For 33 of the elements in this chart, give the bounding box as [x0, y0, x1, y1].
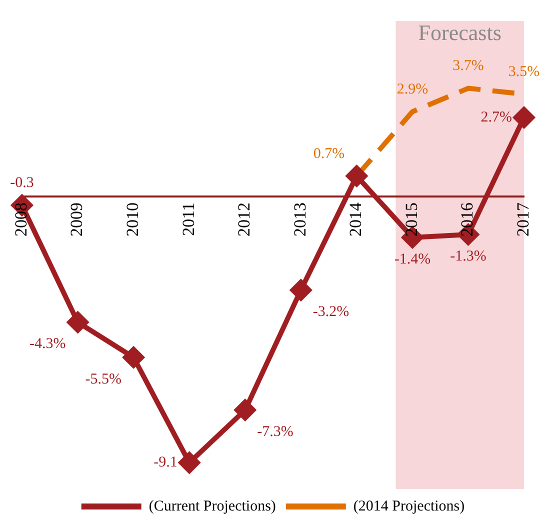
x-tick-label: 2014	[346, 202, 366, 236]
data-label: -0.3	[10, 175, 34, 192]
point	[346, 166, 368, 187]
x-tick-label: 2009	[67, 202, 86, 236]
data-label: 2.7%	[480, 109, 512, 126]
x-tick-label: 2008	[11, 202, 30, 236]
point	[290, 280, 312, 301]
data-label: 3.7%	[452, 58, 484, 74]
point	[123, 346, 144, 368]
data-label: -4.3%	[30, 336, 66, 352]
data-label: -1.4%	[394, 251, 431, 268]
x-tick-label: 2013	[290, 202, 310, 236]
x-tick-label: 2011	[178, 202, 198, 236]
point	[178, 452, 200, 474]
point	[67, 312, 88, 333]
data-label: -3.2%	[312, 304, 350, 320]
x-tick-label: 2012	[234, 202, 254, 236]
x-tick-label: 2016	[458, 202, 477, 236]
x-tick-label: 2010	[123, 202, 142, 236]
x-tick-label: 2015	[402, 202, 421, 236]
data-label: -7.3%	[257, 424, 294, 440]
legend-label: (Current Projections)	[148, 498, 276, 514]
data-label: -1.3%	[450, 248, 486, 264]
data-label: 3.5%	[508, 64, 540, 80]
point	[234, 400, 256, 421]
band-label: Forecasts	[418, 20, 502, 45]
point	[514, 107, 534, 128]
x-tick-label: 2017	[513, 202, 532, 236]
data-label: -9.1	[154, 454, 178, 471]
legend-label: (2014 Projections)	[353, 498, 465, 514]
data-label: 0.7%	[313, 146, 345, 162]
data-label: 2.9%	[396, 82, 428, 98]
data-label: -5.5%	[85, 371, 122, 388]
